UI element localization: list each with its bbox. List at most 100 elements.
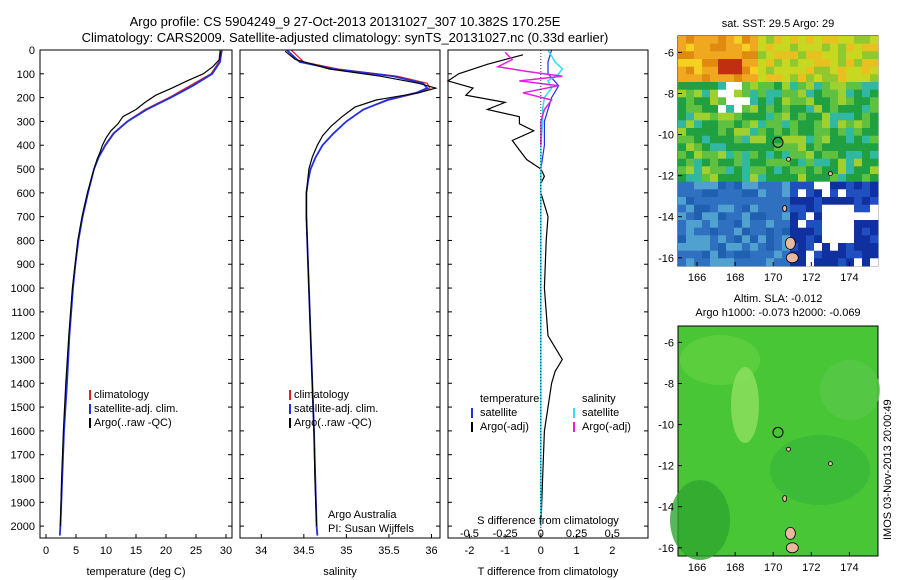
sst-cell: [798, 143, 807, 152]
sst-cell: [790, 151, 799, 159]
sst-cell: [838, 120, 847, 129]
x-tick-label: 30: [220, 545, 232, 557]
sst-cell: [782, 128, 791, 136]
sst-cell: [870, 143, 879, 152]
map-ytick-label: -8: [664, 379, 674, 391]
sst-cell: [798, 158, 807, 167]
sst-cell: [678, 135, 687, 144]
note-institution: Argo Australia: [328, 509, 397, 521]
sst-cell: [742, 212, 751, 221]
sst-cell: [766, 120, 775, 129]
sst-cell: [734, 212, 743, 221]
sst-cell: [854, 151, 863, 159]
sst-cell: [678, 128, 687, 136]
sst-cell: [766, 250, 775, 259]
sst-cell: [830, 166, 839, 175]
sst-cell: [758, 66, 767, 75]
sst-cell: [726, 59, 735, 67]
x-tick-label: 2: [609, 545, 615, 557]
sst-cell: [742, 235, 751, 244]
sst-cell: [814, 74, 823, 83]
sst-cell: [822, 181, 831, 190]
sst-cell: [814, 82, 823, 90]
sst-cell: [782, 197, 791, 205]
sst-cell: [742, 243, 751, 251]
sst-cell: [726, 243, 735, 251]
sst-cell: [750, 97, 759, 106]
sst-cell: [710, 112, 719, 121]
sst-cell: [830, 197, 839, 205]
map-ytick-label: -16: [658, 543, 674, 555]
sst-cell: [758, 181, 767, 190]
sst-cell: [814, 59, 823, 67]
sst-cell: [838, 105, 847, 113]
depth-tick-label: 100: [17, 69, 35, 81]
map-xtick-label: 174: [840, 562, 858, 574]
sst-cell: [710, 197, 719, 205]
sst-cell: [822, 258, 831, 267]
sst-cell: [790, 166, 799, 175]
sst-cell: [702, 36, 711, 44]
sst-cell: [830, 105, 839, 113]
sst-cell: [846, 43, 855, 52]
sst-cell: [694, 74, 703, 83]
map-ytick-label: -14: [658, 212, 674, 224]
sst-cell: [870, 36, 879, 44]
sst-cell: [830, 128, 839, 136]
sst-cell: [806, 82, 815, 90]
sst-cell: [782, 97, 791, 106]
island-shape: [782, 205, 788, 212]
sst-cell: [790, 197, 799, 205]
sst-cell: [806, 128, 815, 136]
sst-cell: [678, 151, 687, 159]
sst-cell: [782, 258, 791, 267]
sst-cell: [726, 189, 735, 198]
sst-cell: [750, 189, 759, 198]
sst-cell: [846, 197, 855, 205]
sst-cell: [870, 220, 879, 228]
sst-cell: [862, 220, 871, 228]
sst-cell: [742, 220, 751, 228]
sst-cell: [838, 204, 847, 213]
sst-cell: [742, 189, 751, 198]
sst-cell: [830, 74, 839, 83]
sst-cell: [862, 120, 871, 129]
x-axis-label: T difference from climatology: [478, 566, 619, 578]
sst-cell: [678, 143, 687, 152]
sst-cell: [774, 174, 783, 182]
sst-cell: [814, 250, 823, 259]
sst-cell: [806, 158, 815, 167]
depth-tick-label: 200: [17, 93, 35, 105]
sst-cell: [726, 135, 735, 144]
depth-tick-label: 0: [29, 45, 35, 57]
sst-cell: [750, 220, 759, 228]
sst-cell: [862, 97, 871, 106]
sst-cell: [694, 97, 703, 106]
sst-cell: [846, 112, 855, 121]
x-tick-label: 35.5: [378, 545, 399, 557]
legend-label: Argo(-adj): [582, 421, 631, 433]
sst-cell: [838, 89, 847, 98]
panel-1: 34 34.5 35 35.5 36 salinity climatology satelli…: [239, 49, 441, 578]
sst-cell: [758, 51, 767, 60]
sst-cell: [774, 250, 783, 259]
sst-cell: [694, 143, 703, 152]
sst-cell: [710, 166, 719, 175]
sst-cell: [726, 204, 735, 213]
sst-cell: [790, 143, 799, 152]
sst-cell: [854, 243, 863, 251]
sst-cell: [766, 105, 775, 113]
sst-cell: [814, 243, 823, 251]
sst-cell: [742, 128, 751, 136]
depth-tick-label: 1400: [11, 378, 35, 390]
depth-tick-label: 300: [17, 116, 35, 128]
sst-cell: [710, 36, 719, 44]
sst-cell: [686, 112, 695, 121]
sst-cell: [766, 189, 775, 198]
sst-cell: [766, 43, 775, 52]
sst-cell: [766, 220, 775, 228]
sst-cell: [806, 197, 815, 205]
sst-cell: [846, 97, 855, 106]
sst-cell: [830, 143, 839, 152]
